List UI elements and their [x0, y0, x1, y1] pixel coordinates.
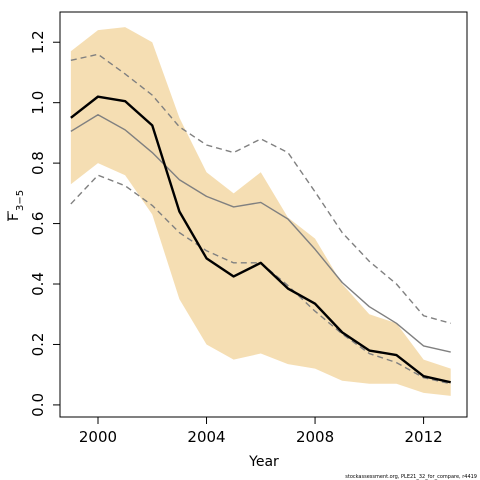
series-layer: [70, 53, 451, 385]
y-tick-label: 1.0: [29, 91, 47, 115]
series-line-solid-black-thick: [70, 95, 451, 384]
y-tick-label: 0.8: [29, 151, 47, 175]
y-axis-title-subscript: 3−5: [15, 190, 26, 211]
series-line-dashed-gray-upper: [70, 53, 451, 324]
y-tick-label: 1.2: [29, 30, 47, 54]
y-tick-label: 0.0: [29, 393, 47, 417]
confidence-band: [70, 27, 451, 396]
y-axis-title-symbol: F: [6, 213, 22, 221]
credit-text: stockassessment.org, PLE21_32_for_compar…: [345, 474, 477, 480]
y-tick-label: 0.2: [29, 333, 47, 357]
x-axis-title: Year: [248, 454, 279, 470]
confidence-band-layer: [70, 27, 451, 396]
x-axis: 2000 2004 2008 2012: [79, 417, 443, 446]
y-axis-title: F 3−5: [6, 190, 26, 221]
y-tick-label: 0.6: [29, 212, 47, 236]
x-tick-label: 2008: [296, 428, 334, 446]
x-tick-label: 2000: [79, 428, 117, 446]
x-tick-label: 2004: [187, 428, 225, 446]
series-line-solid-gray: [70, 114, 451, 353]
y-tick-label: 0.4: [29, 272, 47, 296]
x-tick-label: 2012: [404, 428, 442, 446]
plot-frame: [59, 11, 468, 418]
y-axis: 0.0 0.2 0.4 0.6 0.8 1.0 1.2: [29, 30, 60, 417]
